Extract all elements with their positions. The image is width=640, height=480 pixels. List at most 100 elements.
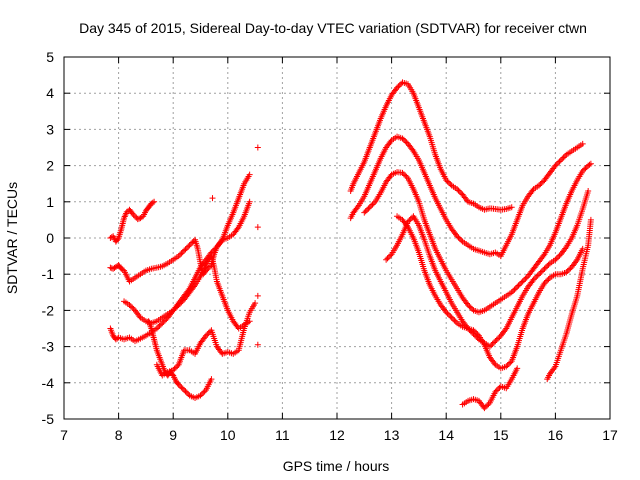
data-point xyxy=(365,205,372,212)
data-point xyxy=(400,136,407,143)
x-tick-label: 8 xyxy=(115,427,123,443)
data-point xyxy=(254,144,261,151)
data-point xyxy=(399,135,406,142)
data-point xyxy=(254,224,261,231)
data-point xyxy=(511,286,518,293)
y-tick-label: -1 xyxy=(42,266,55,282)
data-point xyxy=(395,83,402,90)
data-point xyxy=(516,281,523,288)
data-point xyxy=(586,161,593,168)
data-point xyxy=(529,187,536,194)
data-point xyxy=(454,233,461,240)
data-point xyxy=(455,234,462,241)
data-point xyxy=(507,359,514,366)
data-point xyxy=(492,388,499,395)
data-point xyxy=(557,157,564,164)
data-point xyxy=(187,240,194,247)
data-point xyxy=(205,330,212,337)
data-point xyxy=(537,181,544,188)
data-point xyxy=(491,360,498,367)
data-point xyxy=(538,268,545,275)
data-point xyxy=(178,299,185,306)
data-point xyxy=(385,254,392,261)
data-point xyxy=(493,336,500,343)
data-point xyxy=(556,158,563,165)
data-point xyxy=(518,279,525,286)
data-point xyxy=(534,272,541,279)
data-point xyxy=(559,155,566,162)
data-point xyxy=(130,211,137,218)
y-tick-label: -3 xyxy=(42,339,55,355)
data-point xyxy=(174,303,181,310)
data-point xyxy=(581,166,588,173)
data-point xyxy=(561,153,568,160)
data-point xyxy=(205,264,212,271)
data-point xyxy=(443,309,450,316)
data-point xyxy=(185,391,192,398)
data-point xyxy=(538,179,545,186)
data-point xyxy=(209,195,216,202)
data-point xyxy=(470,327,477,334)
data-point xyxy=(541,265,548,272)
data-point xyxy=(183,244,190,251)
data-point xyxy=(467,304,474,311)
x-tick-label: 14 xyxy=(438,427,454,443)
data-point xyxy=(354,203,361,210)
data-point xyxy=(536,182,543,189)
data-point xyxy=(514,365,521,372)
data-point xyxy=(504,362,511,369)
data-point xyxy=(447,313,454,320)
data-point xyxy=(169,371,176,378)
data-point xyxy=(179,385,186,392)
data-point xyxy=(585,187,592,194)
data-point xyxy=(157,321,164,328)
data-point xyxy=(490,339,497,346)
data-point xyxy=(563,269,570,276)
data-point xyxy=(469,306,476,313)
data-point xyxy=(402,138,409,145)
data-point xyxy=(542,264,549,271)
data-point xyxy=(149,199,156,206)
data-point xyxy=(200,389,207,396)
data-point xyxy=(384,255,391,262)
data-point xyxy=(407,215,414,222)
data-point xyxy=(160,318,167,325)
data-point xyxy=(471,328,478,335)
data-point xyxy=(186,242,193,249)
data-point xyxy=(443,177,450,184)
y-axis-label: SDTVAR / TECUs xyxy=(4,182,20,294)
data-point xyxy=(114,236,121,243)
data-point xyxy=(190,283,197,290)
data-point xyxy=(409,146,416,153)
data-point xyxy=(129,304,136,311)
data-point xyxy=(254,292,261,299)
data-point xyxy=(519,278,526,285)
data-point xyxy=(198,391,205,398)
data-point xyxy=(481,405,488,412)
data-point xyxy=(177,300,184,307)
data-point xyxy=(508,204,515,211)
data-point xyxy=(403,222,410,229)
data-point xyxy=(555,159,562,166)
data-point xyxy=(175,253,182,260)
x-tick-label: 17 xyxy=(602,427,618,443)
y-tick-label: 2 xyxy=(46,158,54,174)
data-point xyxy=(488,342,495,349)
y-tick-label: -2 xyxy=(42,302,55,318)
data-point xyxy=(579,245,586,252)
data-point xyxy=(174,363,181,370)
x-tick-label: 7 xyxy=(60,427,68,443)
data-point xyxy=(537,269,544,276)
data-point xyxy=(398,80,405,87)
data-point xyxy=(510,287,517,294)
data-point xyxy=(536,271,543,278)
data-point xyxy=(252,300,259,307)
x-tick-label: 9 xyxy=(169,427,177,443)
y-tick-label: 3 xyxy=(46,121,54,137)
data-point xyxy=(136,313,143,320)
data-point xyxy=(368,202,375,209)
data-point xyxy=(383,256,390,263)
data-point xyxy=(447,181,454,188)
data-point xyxy=(489,340,496,347)
data-point xyxy=(156,322,163,329)
